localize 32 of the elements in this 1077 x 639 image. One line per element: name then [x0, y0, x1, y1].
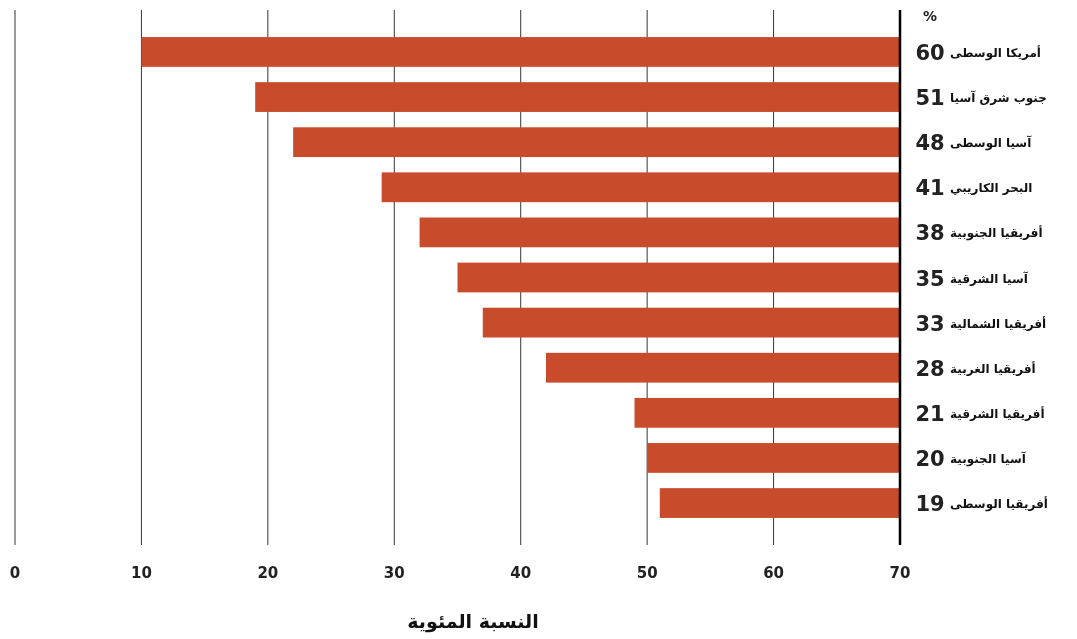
data-label: 19	[915, 492, 945, 517]
data-label: 33	[915, 311, 945, 336]
x-tick-label: 0	[9, 564, 21, 582]
x-tick-label: 50	[636, 564, 658, 582]
data-label: 28	[915, 356, 945, 381]
y-tick-label: آسيا الشرقية	[950, 270, 1029, 286]
y-tick-label: أفريقيا الغربية	[950, 360, 1036, 376]
y-tick-label: أمريكا الوسطى	[950, 44, 1041, 61]
x-tick-label: 20	[257, 564, 279, 582]
y-tick-label: أفريقيا الشمالية	[950, 315, 1047, 331]
x-tick-label: 40	[510, 564, 532, 582]
data-label: 48	[915, 131, 945, 156]
x-axis-title: النسبة المئوية	[407, 610, 539, 633]
y-tick-label: أفريقيا الجنوبية	[950, 225, 1043, 242]
data-label: 60	[915, 40, 945, 65]
x-tick-label: 10	[130, 564, 152, 582]
y-tick-label: أفريقيا الوسطى	[950, 496, 1048, 513]
y-tick-label: آسيا الجنوبية	[950, 450, 1027, 467]
x-tick-label: 30	[383, 564, 405, 582]
x-tick-label: 70	[889, 564, 911, 582]
data-label: 51	[915, 86, 945, 111]
data-label: 41	[915, 176, 945, 201]
y-tick-label: آسيا الوسطى	[950, 135, 1033, 152]
y-tick-label: البحر الكاريبي	[950, 181, 1033, 196]
data-label: 35	[915, 266, 945, 291]
text: %	[922, 8, 938, 24]
data-label: 38	[915, 221, 945, 246]
x-tick-label: 60	[763, 564, 785, 582]
y-tick-label: أفريقيا الشرقية	[950, 405, 1045, 421]
data-label: 20	[915, 446, 945, 471]
data-label: 21	[915, 401, 945, 426]
y-tick-label: جنوب شرق آسيا	[950, 90, 1047, 107]
